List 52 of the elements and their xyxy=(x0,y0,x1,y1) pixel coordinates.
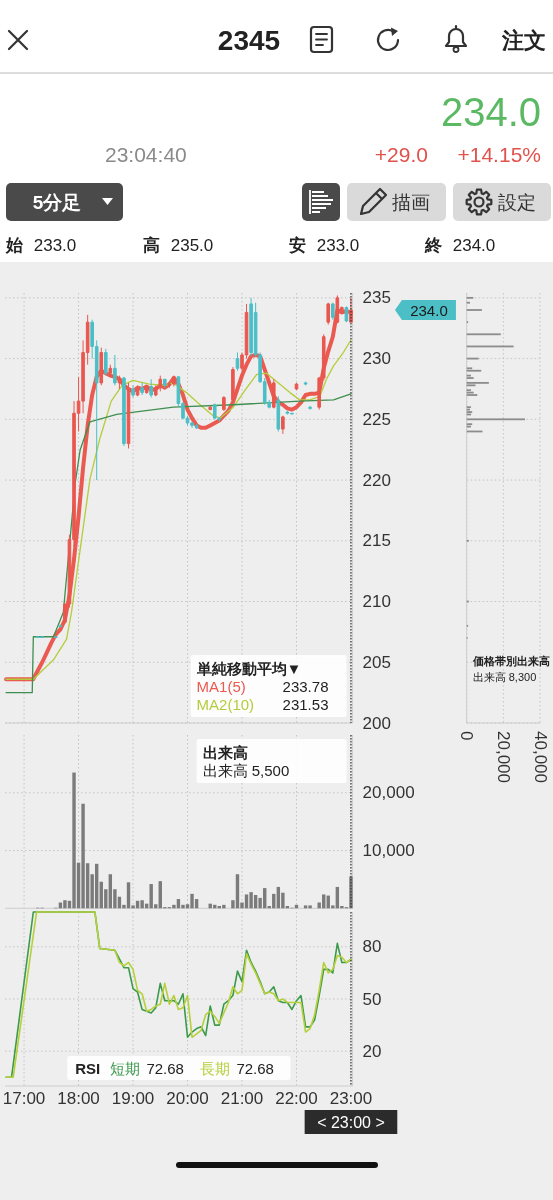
x-tick-label: 40,000 xyxy=(530,731,550,783)
x-tick-label: 19:00 xyxy=(111,1088,155,1108)
legend-title: RSI xyxy=(75,1059,101,1077)
text: 描画 xyxy=(392,191,430,213)
y-tick-label: 20,000 xyxy=(362,783,415,803)
text: +29.0 xyxy=(374,142,428,166)
y-tick-label: 210 xyxy=(362,592,391,612)
x-tick-label: 23:00 xyxy=(329,1088,373,1108)
x-tick-label: 0 xyxy=(457,731,477,741)
text: 234.0 xyxy=(410,301,448,319)
x-tick-label: 20,000 xyxy=(493,731,513,783)
y-tick-label: 20 xyxy=(362,1041,382,1061)
annotation: 233.78 xyxy=(282,677,329,695)
x-tick-label: 17:00 xyxy=(2,1088,46,1108)
text: 5分足 xyxy=(32,191,82,213)
y-tick-label: 10,000 xyxy=(362,841,415,861)
y-tick-label: 205 xyxy=(362,652,391,672)
text: 23:04:40 xyxy=(105,142,187,166)
text: 出来高 xyxy=(202,743,248,761)
legend-title: 単純移動平均▼ xyxy=(195,659,302,677)
text: 価格帯別出来高 xyxy=(471,655,550,667)
y-tick-label: 200 xyxy=(362,713,391,733)
text: 始 233.0 xyxy=(5,235,77,255)
x-tick-label: 20:00 xyxy=(166,1088,209,1108)
text: 終 234.0 xyxy=(424,235,496,255)
annotation: 72.68 xyxy=(236,1059,274,1077)
ref-line-label: < 23:00 > xyxy=(317,1113,385,1131)
x-tick-label: 22:00 xyxy=(275,1088,318,1108)
annotation: 231.53 xyxy=(282,695,329,713)
text: 注文 xyxy=(501,27,546,53)
chart-title: 2345 xyxy=(217,24,281,56)
text: 高 235.0 xyxy=(143,235,214,255)
y-tick-label: 225 xyxy=(362,409,391,429)
text: +14.15% xyxy=(457,142,541,166)
text: 安 233.0 xyxy=(289,235,360,255)
text: 設定 xyxy=(498,191,536,213)
text: MA2(10) xyxy=(196,695,255,713)
y-tick-label: 235 xyxy=(362,288,391,308)
y-tick-label: 215 xyxy=(362,531,391,551)
y-tick-label: 220 xyxy=(362,470,391,490)
series-label: 長期 xyxy=(200,1059,231,1077)
annotation: 出来高 8,300 xyxy=(472,671,537,683)
y-tick-label: 80 xyxy=(362,937,382,957)
text: MA1(5) xyxy=(196,677,246,695)
text: 234.0 xyxy=(440,90,541,134)
text: 短期 xyxy=(110,1059,141,1077)
x-tick-label: 21:00 xyxy=(220,1088,264,1108)
y-tick-label: 230 xyxy=(362,349,391,369)
x-tick-label: 18:00 xyxy=(57,1088,100,1108)
annotation: 72.68 xyxy=(146,1059,184,1077)
y-tick-label: 50 xyxy=(362,989,382,1009)
annotation: 出来高 5,500 xyxy=(202,761,290,779)
